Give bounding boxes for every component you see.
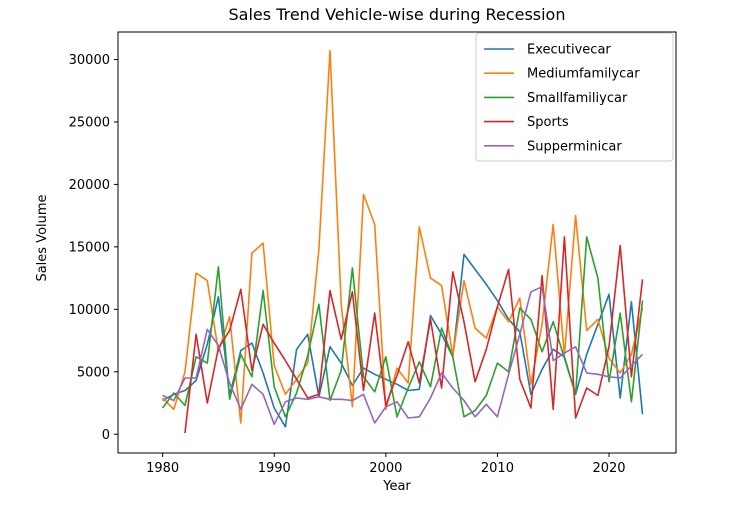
x-tick-label: 2000 <box>369 461 402 476</box>
y-tick-label: 15000 <box>69 240 110 255</box>
series-group <box>161 49 644 434</box>
x-tick-label: 1990 <box>258 461 291 476</box>
y-axis: 0 5000 10000 15000 20000 25000 30000 <box>69 53 118 443</box>
x-tick-label: 2010 <box>481 461 514 476</box>
legend: Executivecar Mediumfamilycar Smallfamiliyc… <box>475 32 674 162</box>
legend-box <box>475 32 674 162</box>
y-axis-label: Sales Volume <box>35 194 50 281</box>
legend-label-sports: Sports <box>527 115 569 130</box>
x-axis: 1980 1990 2000 2010 2020 <box>146 453 626 476</box>
x-axis-label: Year <box>382 479 411 494</box>
plot-frame <box>117 31 677 454</box>
series-line-executivecar <box>162 253 644 428</box>
legend-label-smallfamiliycar: Smallfamiliycar <box>527 91 628 106</box>
series-line-supperminicar <box>162 286 644 426</box>
y-tick-label: 20000 <box>69 178 110 193</box>
y-tick-label: 0 <box>102 428 110 443</box>
y-tick-label: 10000 <box>69 303 110 318</box>
y-tick-label: 30000 <box>69 53 110 68</box>
x-tick-label: 1980 <box>146 461 179 476</box>
y-tick-label: 5000 <box>77 365 110 380</box>
x-tick-label: 2020 <box>592 461 625 476</box>
chart-title: Sales Trend Vehicle-wise during Recessio… <box>229 5 566 24</box>
legend-label-supperminicar: Supperminicar <box>527 139 622 154</box>
legend-label-mediumfamilycar: Mediumfamilycar <box>527 67 640 82</box>
legend-label-executivecar: Executivecar <box>527 43 611 58</box>
series-line-smallfamiliycar <box>161 236 644 418</box>
series-line-sports <box>184 236 644 434</box>
series-line-mediumfamilycar <box>162 49 644 424</box>
y-tick-label: 25000 <box>69 115 110 130</box>
